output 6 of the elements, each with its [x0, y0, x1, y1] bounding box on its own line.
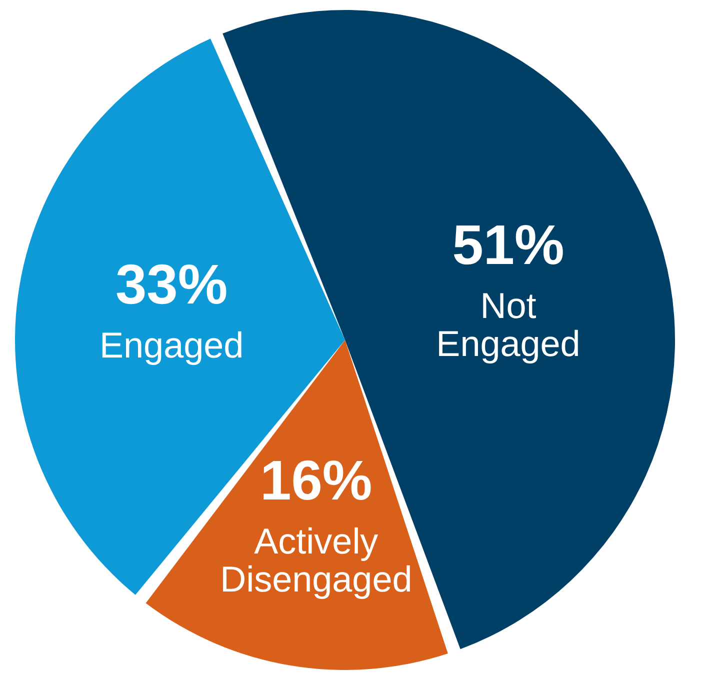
- data-label: 51%: [452, 212, 564, 276]
- slice-label: Actively Disengaged: [220, 520, 412, 600]
- data-label: 16%: [260, 448, 372, 512]
- data-label: 33%: [116, 252, 228, 316]
- slice-label: Engaged: [100, 324, 244, 366]
- slice-label: Not Engaged: [436, 284, 580, 364]
